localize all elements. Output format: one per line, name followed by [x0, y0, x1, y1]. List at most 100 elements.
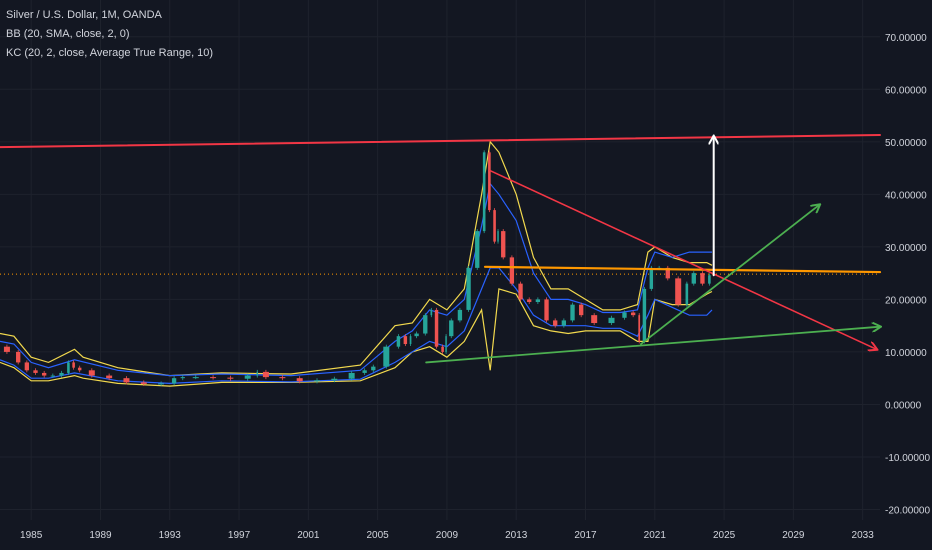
resistance-line[interactable] — [0, 133, 881, 149]
grid — [0, 0, 880, 520]
candle-body — [227, 377, 234, 379]
candle-body — [409, 336, 412, 345]
candle-body — [561, 320, 567, 326]
candle-body — [296, 378, 303, 382]
x-tick-label: 2009 — [436, 530, 459, 541]
candle-body — [535, 299, 541, 303]
candle-body — [665, 267, 670, 279]
candle-body — [262, 371, 269, 378]
x-tick-label: 1985 — [20, 530, 43, 541]
candle-body — [88, 370, 95, 376]
x-tick-label: 2021 — [644, 530, 667, 541]
support-line[interactable] — [425, 327, 880, 364]
y-tick-label: -10.00000 — [885, 453, 930, 464]
candle-body — [488, 152, 491, 211]
candle-body — [691, 273, 696, 284]
candle-body — [331, 378, 338, 381]
candle-body — [24, 362, 30, 371]
candle-body — [553, 320, 558, 326]
descending-line[interactable] — [489, 169, 876, 350]
candle-body — [449, 320, 454, 337]
legend: Silver / U.S. Dollar, 1M, OANDA BB (20, … — [6, 6, 213, 63]
y-tick-label: 70.00000 — [885, 33, 927, 44]
candle-body — [622, 312, 627, 318]
candle-body — [171, 378, 177, 384]
y-axis[interactable]: 70.00000 60.00000 50.00000 40.00000 30.00000… — [885, 33, 930, 517]
candle-body — [123, 378, 130, 383]
candle-body — [570, 304, 575, 321]
x-tick-label: 2029 — [782, 530, 805, 541]
y-tick-label: 10.00000 — [885, 348, 927, 359]
candle-body — [348, 372, 355, 379]
bb-upper-line — [0, 140, 713, 377]
candle-body — [475, 231, 480, 268]
candle-body — [544, 299, 549, 321]
x-tick-label: 2005 — [367, 530, 390, 541]
candle-body — [256, 371, 258, 376]
candle-body — [466, 267, 471, 310]
drawings-group[interactable] — [0, 133, 882, 364]
y-tick-label: 20.00000 — [885, 295, 927, 306]
candle-body — [642, 288, 647, 342]
x-tick-label: 1989 — [89, 530, 112, 541]
candle-body — [649, 267, 654, 289]
candle-body — [3, 346, 10, 352]
candle-body — [675, 278, 682, 305]
y-tick-label: 60.00000 — [885, 85, 927, 96]
rising-line[interactable] — [640, 205, 819, 345]
candle-body — [192, 377, 199, 379]
candle-body — [59, 372, 64, 376]
candle-body — [482, 152, 486, 232]
candle-body — [244, 375, 251, 379]
candle-body — [685, 283, 689, 305]
candle-body — [518, 283, 523, 300]
candle-body — [441, 346, 444, 352]
candle-body — [67, 362, 70, 373]
candle-body — [371, 366, 376, 371]
kc-upper-line — [0, 182, 712, 377]
kc-indicator-label[interactable]: KC (20, 2, close, Average True Range, 10… — [6, 47, 214, 59]
candle-body — [630, 312, 636, 316]
candle-body — [77, 367, 82, 371]
candle-body — [638, 315, 641, 342]
candle-body — [434, 309, 439, 347]
candle-body — [608, 317, 615, 324]
series-group — [0, 140, 713, 387]
horizontal-level[interactable] — [483, 265, 882, 274]
candle-body — [42, 372, 47, 376]
x-tick-label: 2013 — [505, 530, 528, 541]
candle-body — [700, 273, 705, 284]
candle-body — [72, 362, 75, 368]
x-tick-label: 2001 — [297, 530, 320, 541]
x-tick-label: 1997 — [228, 530, 251, 541]
candle-body — [527, 299, 532, 303]
y-tick-label: 0.00000 — [885, 400, 922, 411]
y-tick-label: 30.00000 — [885, 243, 927, 254]
y-tick-label: -20.00000 — [885, 505, 930, 516]
candle-body — [106, 375, 113, 379]
candle-body — [509, 257, 515, 284]
candle-body — [362, 370, 367, 373]
candle-body — [430, 309, 433, 316]
candle-body — [314, 380, 321, 382]
bb-indicator-label[interactable]: BB (20, SMA, close, 2, 0) — [6, 28, 130, 40]
candle-body — [16, 351, 21, 363]
candle-body — [403, 336, 408, 345]
x-tick-label: 2033 — [852, 530, 875, 541]
candle-body — [445, 336, 447, 352]
symbol-title[interactable]: Silver / U.S. Dollar, 1M, OANDA — [6, 9, 162, 21]
x-tick-label: 2017 — [574, 530, 597, 541]
candle-body — [708, 275, 711, 284]
candle-body — [501, 231, 506, 258]
candle-body — [396, 336, 401, 347]
candle-body — [158, 383, 165, 385]
candle-body — [414, 333, 419, 337]
candle-body — [180, 377, 185, 379]
x-tick-label: 1993 — [159, 530, 182, 541]
x-axis[interactable]: 1985 1989 1993 1997 2001 2005 2009 2013 2017 2021… — [20, 530, 874, 541]
candle-body — [210, 377, 217, 379]
candle-body — [33, 370, 38, 373]
candle-body — [423, 315, 428, 334]
candle-body — [497, 231, 499, 242]
